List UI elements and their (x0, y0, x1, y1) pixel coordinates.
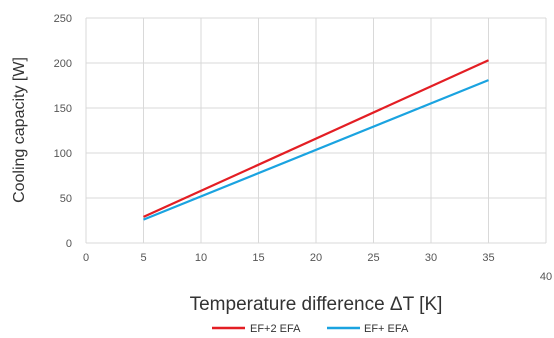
x-tick-label: 0 (83, 252, 89, 264)
x-tick-label: 10 (195, 252, 207, 264)
legend-label-2: EF+ EFA (364, 323, 409, 335)
series-line-1 (143, 59, 489, 218)
grid (85, 17, 547, 244)
x-axis-title: Temperature difference ΔT [K] (190, 294, 443, 315)
tick-labels: 0 5 10 15 20 25 30 35 40 0 50 100 150 200 250 (54, 13, 552, 283)
x-tick-label: 30 (425, 252, 437, 264)
x-tick-label: 15 (252, 252, 264, 264)
y-axis-title: Cooling capacity [W] (11, 57, 28, 203)
y-tick-label: 50 (60, 193, 72, 205)
legend-label-1: EF+2 EFA (250, 323, 301, 335)
x-tick-label: 25 (367, 252, 379, 264)
legend: EF+2 EFA EF+ EFA (212, 323, 409, 335)
x-tick-label: 35 (482, 252, 494, 264)
x-tick-label: 20 (310, 252, 322, 264)
y-tick-label: 150 (54, 103, 72, 115)
series-lines (143, 59, 489, 221)
y-tick-label: 100 (54, 148, 72, 160)
series-line-2 (143, 79, 489, 221)
x-tick-label: 40 (540, 271, 552, 283)
y-tick-label: 200 (54, 58, 72, 70)
x-tick-label: 5 (140, 252, 146, 264)
y-tick-label: 250 (54, 13, 72, 25)
y-tick-label: 0 (66, 238, 72, 250)
